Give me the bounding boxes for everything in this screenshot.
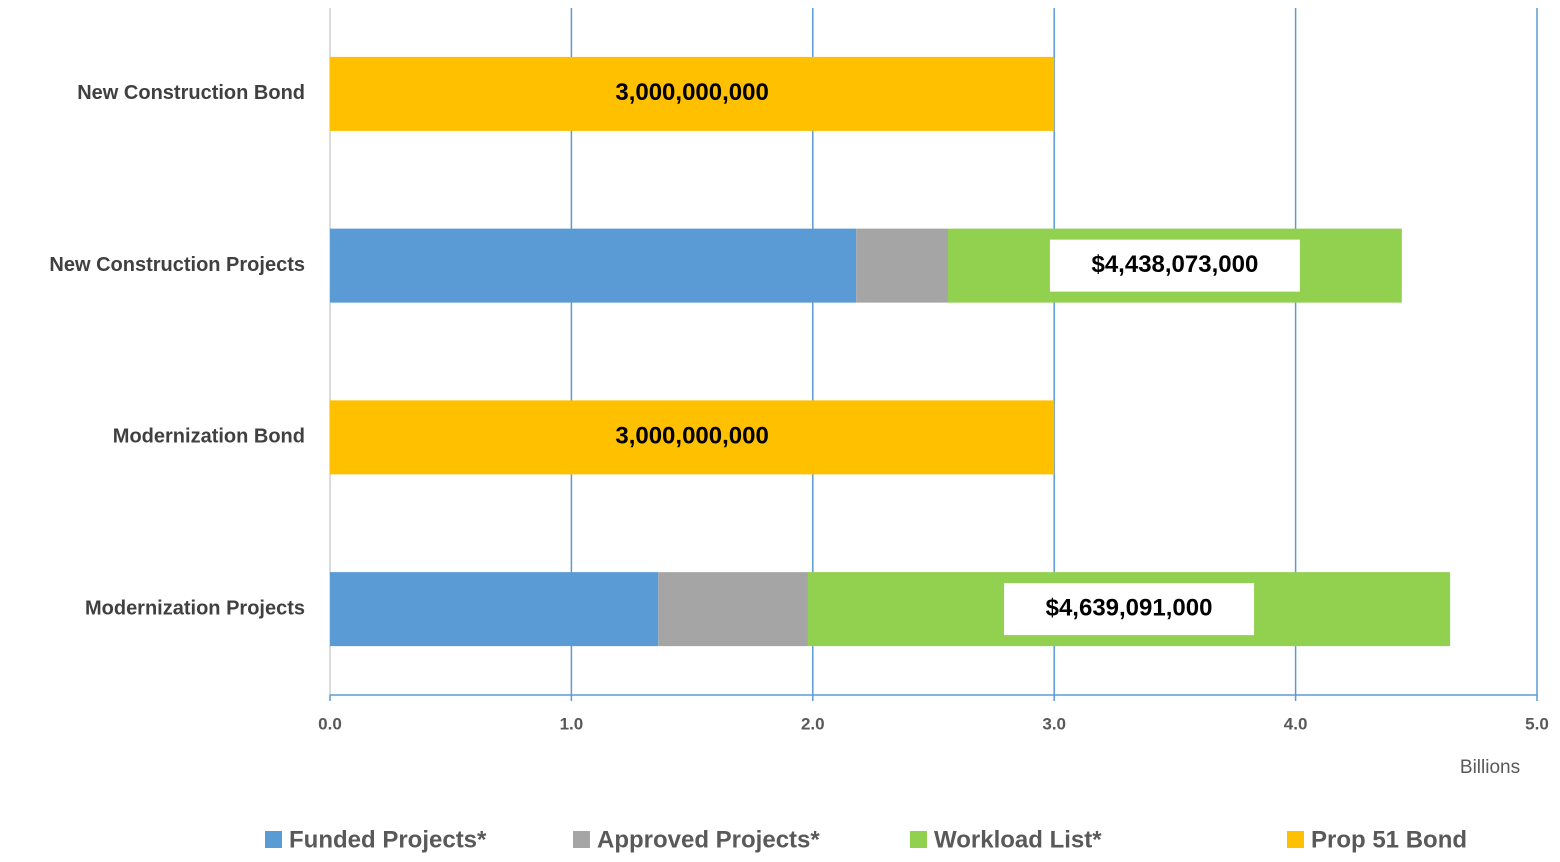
bar-segment — [330, 572, 659, 647]
legend-swatch — [910, 831, 927, 848]
total-label: $4,438,073,000 — [1091, 251, 1258, 278]
total-label-box — [1049, 239, 1300, 292]
bar-segment — [330, 400, 1055, 475]
data-label: 3,000,000,000 — [615, 423, 768, 450]
x-axis-label: Billions — [1460, 757, 1520, 778]
y-tick-label: New Construction Projects — [49, 254, 305, 276]
legend-label: Workload List* — [934, 826, 1102, 853]
legend-swatch — [573, 831, 590, 848]
bar-segment — [330, 228, 857, 303]
bar-segment — [658, 572, 808, 647]
legend-label: Prop 51 Bond — [1311, 826, 1467, 853]
total-label: $4,639,091,000 — [1046, 594, 1213, 621]
x-tick-label: 4.0 — [1284, 714, 1308, 733]
legend-label: Approved Projects* — [597, 826, 820, 853]
total-label-box — [1004, 583, 1255, 636]
bar-segment — [330, 56, 1055, 131]
legend-label: Funded Projects* — [289, 826, 487, 853]
x-tick-label: 2.0 — [801, 714, 825, 733]
x-tick-label: 3.0 — [1042, 714, 1066, 733]
y-tick-label: Modernization Bond — [113, 426, 305, 448]
y-tick-label: New Construction Bond — [77, 82, 305, 104]
data-label: 3,000,000,000 — [615, 79, 768, 106]
x-tick-label: 5.0 — [1525, 714, 1549, 733]
bar-segment — [856, 228, 948, 303]
x-tick-label: 0.0 — [318, 714, 342, 733]
legend-swatch — [265, 831, 282, 848]
legend-swatch — [1287, 831, 1304, 848]
y-tick-label: Modernization Projects — [85, 597, 305, 619]
x-tick-label: 1.0 — [560, 714, 584, 733]
